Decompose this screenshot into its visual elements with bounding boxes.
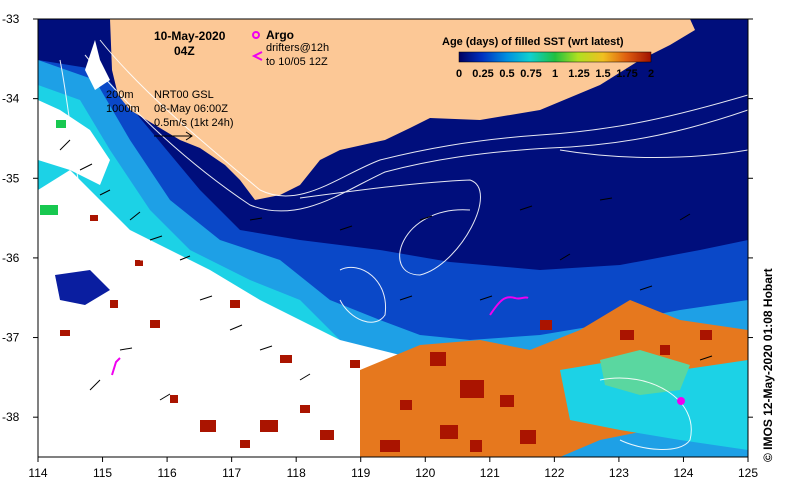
velocity-arrows <box>59 139 713 401</box>
lon-tick-label: 119 <box>351 466 370 480</box>
argo-label: Argo <box>266 28 294 42</box>
ocean-blue-patch <box>55 270 110 305</box>
lon-tick-label: 124 <box>673 466 693 480</box>
colorbar-tick-label: 0 <box>456 68 462 80</box>
credit-label: © IMOS 12-May-2020 01:08 Hobart <box>761 268 775 462</box>
colorbar-tick-label: 2 <box>648 68 654 80</box>
ocean-lightgreen-east <box>600 350 690 395</box>
lon-ticks: 114 115 116 117 118 119 120 121 122 123 124 125 <box>28 457 758 480</box>
isobath-lines <box>59 39 748 450</box>
cloud-mask <box>38 170 430 457</box>
lat-tick-label: -37 <box>2 331 20 345</box>
hour-label: 04Z <box>174 44 195 58</box>
colorbar-tick-label: 1.25 <box>568 68 589 80</box>
lon-tick-label: 117 <box>222 466 241 480</box>
lon-tick-label: 125 <box>738 466 758 480</box>
altimetry-scale-label: 0.5m/s (1kt 24h) <box>154 117 233 129</box>
plot-area <box>38 19 748 457</box>
argo-legend: Argo drifters@12h to 10/05 12Z <box>251 28 329 68</box>
lon-tick-label: 122 <box>544 466 564 480</box>
lon-tick-label: 121 <box>480 466 500 480</box>
altimetry-legend: NRT00 GSL 08-May 06:00Z 0.5m/s (1kt 24h) <box>154 89 233 141</box>
drifter-legend-symbol <box>251 51 263 61</box>
lat-tick-label: -38 <box>2 410 20 424</box>
lat-tick-label: -36 <box>2 251 20 265</box>
lon-tick-label: 123 <box>609 466 629 480</box>
altimetry-time-label: 08-May 06:00Z <box>154 103 228 115</box>
lat-tick-label: -33 <box>2 12 20 26</box>
land-australia <box>110 19 695 200</box>
lon-tick-label: 115 <box>93 466 112 480</box>
drifter-tracks <box>111 296 529 376</box>
colorbar-tick-label: 0.75 <box>520 68 541 80</box>
altimetry-product-label: NRT00 GSL <box>154 89 214 101</box>
argo-legend-symbol <box>252 31 260 39</box>
colorbar-tick-label: 1.75 <box>616 68 637 80</box>
lat-tick-label: -34 <box>2 92 20 106</box>
colorbar-tick-label: 1.5 <box>595 68 610 80</box>
colorbar-tick-label: 0.5 <box>499 68 514 80</box>
lon-tick-label: 118 <box>287 466 306 480</box>
scale-arrow <box>154 131 193 141</box>
colorbar-tick-label: 0.25 <box>472 68 493 80</box>
drifters-label-1: drifters@12h <box>266 42 329 54</box>
colorbar-tick-label: 1 <box>552 68 558 80</box>
lon-tick-label: 120 <box>415 466 435 480</box>
lon-tick-label: 114 <box>28 466 47 480</box>
lat-tick-label: -35 <box>2 171 20 185</box>
colorbar-bar <box>458 51 652 63</box>
argo-float <box>677 397 685 405</box>
lat-ticks: -33 -34 -35 -36 -37 -38 <box>2 12 753 424</box>
darkred-specks <box>60 215 712 452</box>
colorbar-ticks: 0 0.25 0.5 0.75 1 1.25 1.5 1.75 2 <box>456 68 654 80</box>
isobath-1000-label: 1000m <box>106 103 140 115</box>
date-annotation: 10-May-2020 04Z <box>154 29 226 58</box>
drifters-label-2: to 10/05 12Z <box>266 56 328 68</box>
isobath-legend: 200m 1000m <box>106 89 140 115</box>
colorbar-title: Age (days) of filled SST (wrt latest) <box>442 36 624 48</box>
plot-frame <box>37 18 749 458</box>
lon-tick-label: 116 <box>158 466 177 480</box>
date-label: 10-May-2020 <box>154 29 226 43</box>
isobath-200-label: 200m <box>106 89 134 101</box>
